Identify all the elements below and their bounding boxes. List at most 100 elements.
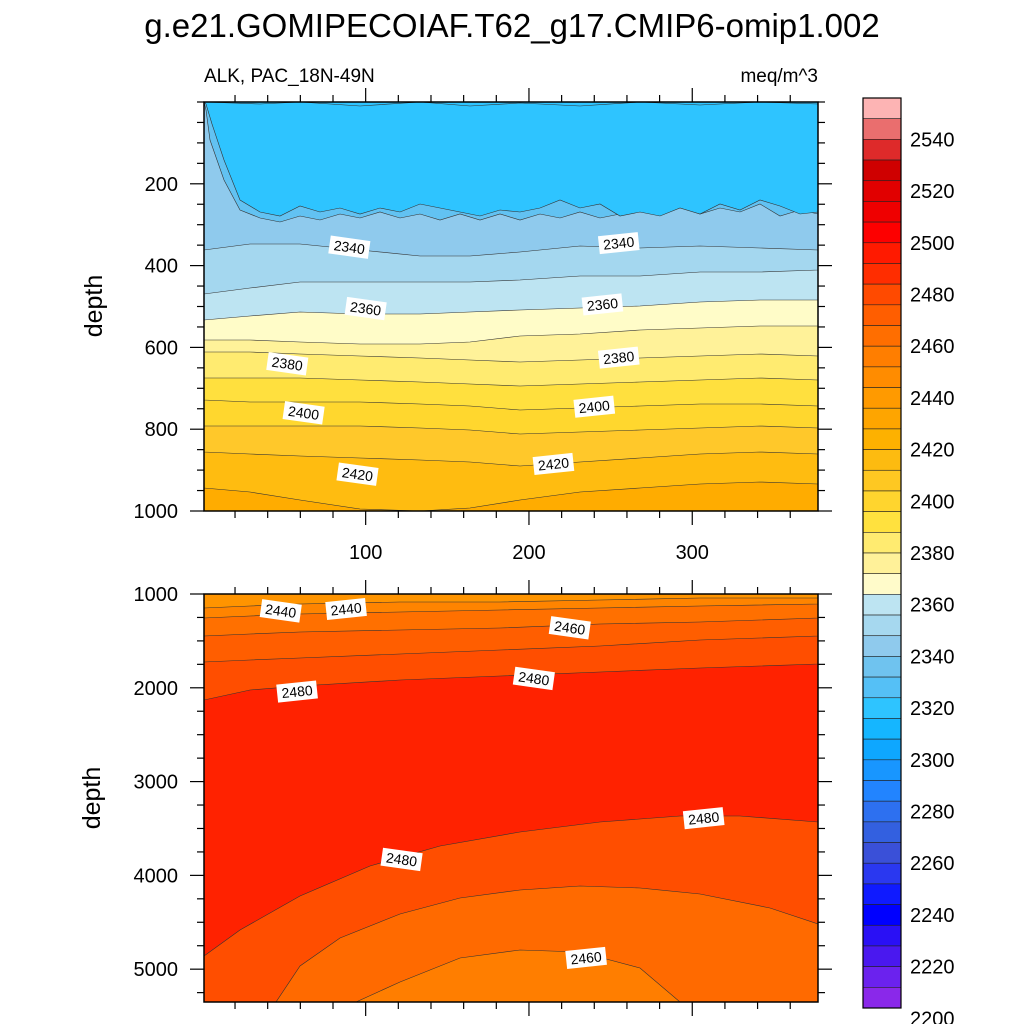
contour-label: 2420 — [336, 462, 379, 486]
left-subtitle: ALK, PAC_18N-49N — [204, 66, 375, 87]
colorbar-swatch — [862, 594, 902, 616]
contour-label-text: 2480 — [687, 809, 720, 828]
colorbar-swatch — [862, 97, 902, 119]
colorbar-label: 2460 — [910, 336, 955, 358]
colorbar-swatch — [862, 883, 902, 905]
contour-label-text: 2400 — [287, 403, 320, 423]
colorbar-label: 2440 — [910, 388, 955, 410]
colorbar-swatch — [862, 159, 902, 182]
contour-label: 2420 — [532, 452, 575, 476]
contour-label-text: 2360 — [349, 298, 382, 318]
contour-label: 2360 — [581, 293, 624, 316]
colorbar-swatch — [862, 180, 902, 202]
colorbar-swatch — [862, 904, 902, 926]
contour-label: 2340 — [597, 232, 640, 255]
colorbar-swatch — [862, 966, 902, 988]
lower-contour-fill — [204, 594, 818, 1002]
colorbar-swatch — [862, 325, 902, 347]
colorbar-label: 2340 — [910, 646, 955, 668]
upper-ylabel: depth — [80, 275, 108, 338]
colorbar-swatch — [862, 552, 902, 574]
colorbar-swatch — [862, 842, 902, 864]
colorbar-label: 2520 — [910, 181, 955, 203]
contour-label: 2380 — [266, 352, 309, 376]
contour-label: 2440 — [325, 597, 367, 621]
upper-contour-labels: 2340 2340 2360 2360 2380 2380 2400 2400 2420 2420 — [266, 232, 640, 486]
colorbar-swatch — [862, 656, 902, 678]
colorbar-swatch — [862, 718, 902, 740]
colorbar-swatch — [862, 821, 902, 843]
lower-panel: 1000 2000 3000 4000 5000 2440 2440 2460 2480 248… — [78, 580, 832, 1016]
colorbar-swatch — [862, 490, 902, 512]
y-tick-label: 5000 — [134, 959, 179, 981]
contour-label: 2400 — [282, 401, 325, 425]
colorbar-swatch — [862, 676, 902, 699]
colorbar-swatch — [862, 697, 902, 719]
colorbar-label: 2500 — [910, 233, 955, 255]
y-tick-label: 2000 — [134, 678, 179, 700]
contour-label: 2380 — [597, 346, 640, 369]
contour-label: 2340 — [328, 235, 371, 259]
lower-ylabel: depth — [78, 767, 106, 830]
y-tick-label: 800 — [145, 419, 178, 441]
contour-label: 2460 — [548, 616, 591, 640]
contour-label-text: 2340 — [602, 233, 635, 252]
colorbar-label: 2540 — [910, 129, 955, 151]
contour-label-text: 2480 — [517, 668, 550, 688]
contour-label-text: 2440 — [330, 599, 363, 618]
colorbar-label: 2300 — [910, 750, 955, 772]
colorbar-swatch — [862, 862, 902, 885]
contour-label: 2480 — [380, 847, 423, 872]
colorbar-swatch — [862, 366, 902, 388]
colorbar-swatch — [862, 139, 902, 161]
lower-axis: 1000 2000 3000 4000 5000 — [134, 580, 832, 1016]
colorbar-label: 2420 — [910, 440, 955, 462]
y-tick-label: 3000 — [134, 772, 179, 794]
colorbar-swatch — [862, 759, 902, 781]
colorbar-label: 2320 — [910, 698, 955, 720]
contour-label-text: 2480 — [281, 682, 314, 701]
colorbar-label: 2480 — [910, 284, 955, 306]
colorbar-swatch — [862, 573, 902, 595]
colorbar-swatch — [862, 780, 902, 802]
colorbar-swatch — [862, 449, 902, 471]
contour-label: 2480 — [512, 666, 555, 691]
lower-plot-frame — [203, 593, 819, 1003]
contour-label-text: 2340 — [333, 237, 366, 257]
lower-contour-labels: 2440 2440 2460 2480 2480 2480 2480 2460 — [259, 597, 725, 969]
contour-label-text: 2420 — [537, 454, 570, 473]
y-tick-label: 400 — [145, 256, 178, 278]
colorbar-swatch — [862, 345, 902, 368]
colorbar-swatch — [862, 800, 902, 823]
colorbar-swatch — [862, 532, 902, 554]
contour-label-text: 2460 — [570, 948, 603, 967]
colorbar-swatch — [862, 242, 902, 264]
colorbar-label: 2380 — [910, 543, 955, 565]
upper-contour-fill — [204, 102, 818, 511]
colorbar-label: 2220 — [910, 957, 955, 979]
contour-label-text: 2420 — [341, 464, 374, 484]
contour-label-text: 2460 — [553, 618, 586, 638]
colorbar-swatch — [862, 118, 902, 140]
y-tick-label: 4000 — [134, 865, 179, 887]
contour-label: 2480 — [276, 680, 318, 703]
colorbar-label: 2400 — [910, 491, 955, 513]
colorbar-swatch — [862, 263, 902, 285]
contour-label: 2360 — [344, 296, 387, 321]
colorbar-label: 2200 — [910, 1008, 955, 1024]
colorbar-swatch — [862, 635, 902, 657]
colorbar-label: 2360 — [910, 595, 955, 617]
colorbar-swatch — [862, 407, 902, 430]
colorbar-swatch — [862, 511, 902, 533]
colorbar-swatch — [862, 945, 902, 967]
colorbar-label: 2260 — [910, 853, 955, 875]
contour-label-text: 2400 — [578, 397, 611, 416]
x-tick-label: 200 — [512, 542, 545, 564]
y-tick-label: 1000 — [134, 501, 179, 523]
colorbar-label: 2240 — [910, 905, 955, 927]
x-tick-label: 100 — [349, 542, 382, 564]
colorbar-swatch — [862, 283, 902, 306]
contour-label-text: 2380 — [602, 348, 635, 367]
contour-label: 2400 — [573, 395, 616, 418]
